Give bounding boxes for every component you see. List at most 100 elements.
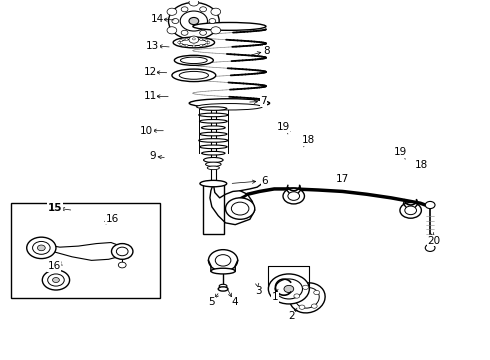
Ellipse shape [203,157,223,162]
Circle shape [299,305,305,309]
Ellipse shape [199,120,227,123]
Text: 2: 2 [288,311,294,321]
Circle shape [209,18,216,23]
Circle shape [225,198,255,219]
Text: 15: 15 [48,203,62,213]
Circle shape [205,40,208,42]
Circle shape [27,237,56,258]
Circle shape [189,36,199,43]
Circle shape [116,247,128,256]
Text: 4: 4 [231,297,238,307]
Circle shape [181,7,188,12]
Circle shape [42,270,70,290]
Text: 6: 6 [261,176,268,186]
Ellipse shape [199,113,228,117]
Text: 13: 13 [146,41,159,51]
Text: 5: 5 [209,297,215,307]
Text: 8: 8 [264,46,270,56]
Bar [11,203,160,298]
Circle shape [284,285,294,293]
Circle shape [269,274,309,304]
Circle shape [200,38,202,40]
Circle shape [52,278,59,283]
Circle shape [231,202,249,215]
Circle shape [405,206,416,215]
Circle shape [32,242,50,254]
Ellipse shape [199,145,227,149]
Ellipse shape [196,104,262,110]
Text: 19: 19 [394,147,408,157]
Ellipse shape [173,37,215,48]
Circle shape [400,203,421,218]
Circle shape [294,294,300,298]
Ellipse shape [200,180,227,187]
Circle shape [211,8,220,15]
Circle shape [180,11,207,31]
Circle shape [178,41,181,44]
Circle shape [180,43,183,45]
Circle shape [303,285,308,289]
Circle shape [211,27,220,34]
Ellipse shape [205,162,221,166]
Circle shape [48,274,64,286]
Ellipse shape [207,166,220,170]
Ellipse shape [219,284,227,288]
Circle shape [112,244,133,259]
Circle shape [189,0,199,6]
Circle shape [169,3,219,40]
Circle shape [118,262,126,268]
Circle shape [425,202,435,208]
Circle shape [167,27,177,34]
Circle shape [205,43,208,45]
Ellipse shape [199,139,228,142]
Text: 19: 19 [276,122,290,132]
Circle shape [311,304,317,308]
Circle shape [200,7,206,12]
Circle shape [185,38,188,40]
Text: 11: 11 [144,91,157,101]
Polygon shape [210,184,255,225]
Circle shape [200,30,206,35]
Text: 3: 3 [255,287,262,296]
Circle shape [200,45,202,47]
Circle shape [208,249,238,271]
Ellipse shape [193,22,266,30]
Circle shape [181,30,188,35]
Circle shape [207,41,210,44]
Polygon shape [43,243,123,260]
Circle shape [193,45,196,47]
Ellipse shape [174,55,213,65]
Ellipse shape [180,39,208,46]
Text: 1: 1 [272,292,278,302]
Circle shape [172,18,179,23]
Circle shape [189,18,199,24]
Ellipse shape [179,71,208,79]
Text: 18: 18 [302,135,315,145]
Text: 18: 18 [415,160,428,170]
Circle shape [167,8,177,15]
Ellipse shape [199,132,227,136]
Circle shape [193,38,196,40]
Text: 20: 20 [427,236,441,246]
Circle shape [275,279,302,299]
Circle shape [37,245,45,251]
Ellipse shape [201,126,225,130]
Circle shape [180,40,183,42]
Circle shape [185,45,188,47]
Text: 14: 14 [151,14,164,24]
Ellipse shape [290,283,325,313]
Circle shape [288,192,299,201]
Bar [202,184,224,234]
Circle shape [314,291,319,295]
Ellipse shape [189,99,270,108]
Text: 10: 10 [140,126,153,136]
Ellipse shape [172,69,216,82]
Text: 16: 16 [106,213,119,224]
Text: 9: 9 [149,151,156,161]
Text: 7: 7 [260,96,267,107]
Circle shape [215,255,231,266]
Ellipse shape [202,152,225,155]
Ellipse shape [211,268,235,274]
Text: 16: 16 [48,261,61,271]
Circle shape [283,188,304,204]
